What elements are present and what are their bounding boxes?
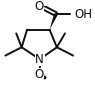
Text: N: N	[35, 53, 44, 66]
Polygon shape	[50, 13, 58, 30]
Text: OH: OH	[74, 8, 92, 21]
Text: O: O	[34, 68, 43, 81]
Text: O: O	[34, 0, 43, 13]
